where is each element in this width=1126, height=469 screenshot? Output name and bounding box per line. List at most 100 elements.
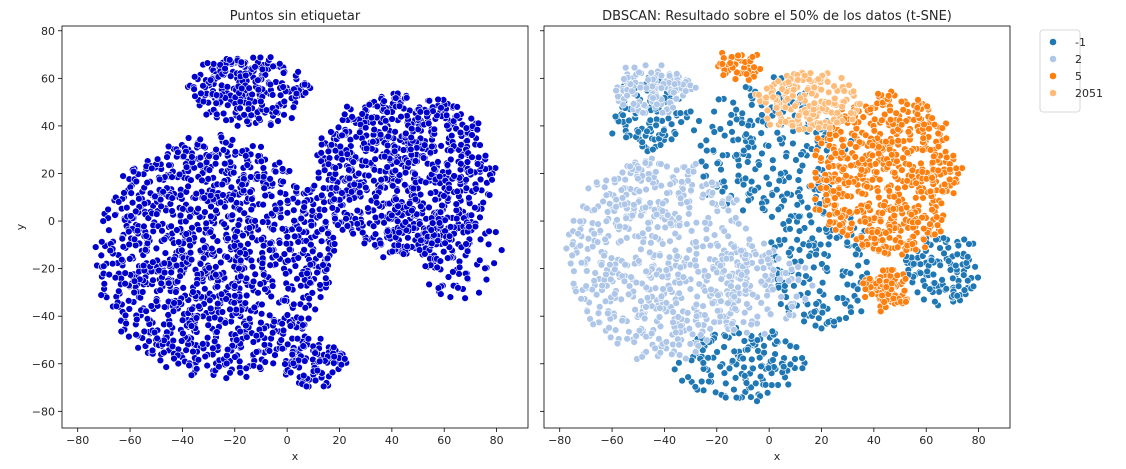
data-point [207,212,215,221]
data-point [395,102,404,110]
data-point [309,247,317,256]
data-point [620,75,628,83]
data-point [288,350,296,359]
data-point [838,228,847,236]
data-point [362,157,370,166]
data-point [267,192,276,200]
data-point [773,129,781,137]
data-point [683,220,691,228]
data-point [692,219,701,227]
data-point [914,218,922,227]
data-point [639,109,647,117]
data-point [324,160,333,168]
data-point [686,285,695,293]
data-point [759,264,768,272]
data-point [938,187,946,195]
data-point [403,112,411,120]
data-point [713,207,721,215]
data-point [176,272,184,280]
data-point [196,260,205,268]
data-point [677,118,685,126]
data-point [230,242,239,250]
data-point [433,263,441,272]
data-point [291,262,300,270]
data-point [917,188,925,196]
data-point [157,202,165,211]
data-point [485,227,493,236]
data-point [407,145,415,154]
chart-title: Puntos sin etiquetar [230,9,361,24]
data-point [425,280,433,289]
data-point [717,275,725,283]
data-point [157,279,165,287]
data-point [175,170,184,179]
data-point [467,211,476,219]
data-point [785,259,794,268]
data-point [168,194,176,202]
data-point [261,191,269,200]
data-point [330,359,338,367]
data-point [358,110,366,118]
data-point [857,307,865,315]
data-point [97,291,105,299]
data-point [156,286,164,294]
data-point [182,217,190,226]
data-point [742,224,750,233]
data-point [630,63,639,72]
data-point [764,255,772,263]
data-point [159,188,167,196]
data-point [949,274,957,282]
data-point [868,176,877,184]
data-point [818,279,827,287]
data-point [246,188,254,196]
data-point [247,205,256,214]
data-point [231,292,239,300]
data-point [203,59,212,67]
data-point [376,239,385,248]
data-point [706,241,715,250]
data-point [839,142,847,150]
data-point [467,114,475,123]
data-point [139,261,148,270]
data-point [260,173,268,181]
data-point [694,268,702,276]
data-point [764,364,773,372]
data-point [175,238,183,246]
data-point [204,175,212,183]
data-point [431,196,439,204]
data-point [445,184,453,193]
data-point [258,65,267,74]
data-point [200,194,208,202]
data-point [463,247,472,255]
data-point [630,338,638,346]
data-point [646,248,654,257]
data-point [763,291,771,300]
data-point [100,280,109,288]
data-point [672,299,680,307]
data-point [289,103,298,111]
y-tick-label: 20 [41,167,55,180]
data-point [776,275,784,283]
data-point [289,359,297,367]
data-point [743,346,752,354]
data-point [612,203,620,211]
data-point [671,130,680,138]
data-point [847,308,855,316]
data-point [651,344,659,352]
data-point [615,222,624,231]
data-point [699,190,707,199]
data-point [825,130,834,138]
data-point [742,83,750,91]
data-point [373,102,381,111]
data-point [777,293,785,301]
data-point [260,184,268,192]
data-point [634,164,643,173]
data-point [768,213,776,221]
data-point [383,141,392,150]
data-point [338,131,346,140]
data-point [898,166,906,174]
data-point [292,89,301,98]
data-point [917,159,925,168]
data-point [257,97,265,106]
data-point [936,227,945,236]
